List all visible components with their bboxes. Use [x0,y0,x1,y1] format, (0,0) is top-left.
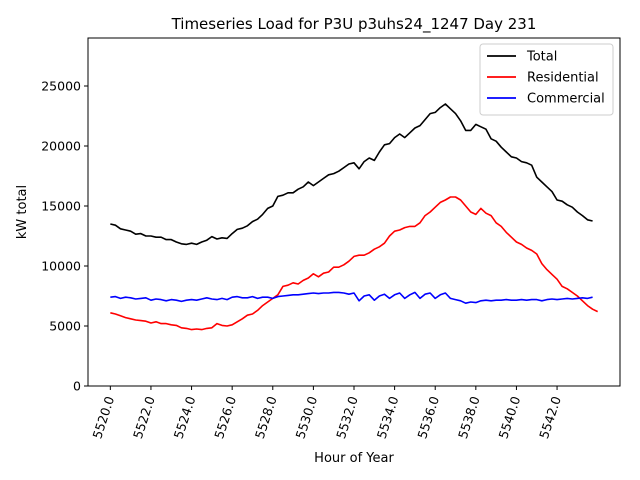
y-tick-label: 25000 [41,79,81,94]
y-tick-label: 5000 [49,319,81,334]
x-axis-label: Hour of Year [314,451,394,466]
legend-label-commercial: Commercial [527,92,605,107]
y-tick-label: 0 [73,379,81,394]
y-axis: 0 5000 10000 15000 20000 25000 [41,79,88,394]
legend: Total Residential Commercial [479,43,614,116]
series-lines [110,103,599,331]
series-line-commercial [110,291,593,305]
y-tick-label: 10000 [41,259,81,274]
y-tick-label: 20000 [41,139,81,154]
chart-title: Timeseries Load for P3U p3uhs24_1247 Day… [171,15,537,34]
y-tick-label: 15000 [41,199,81,214]
series-line-residential [110,196,599,331]
legend-label-residential: Residential [527,71,599,86]
y-axis-label: kW total [15,185,30,239]
series-line-total [110,103,593,246]
legend-label-total: Total [526,50,557,65]
